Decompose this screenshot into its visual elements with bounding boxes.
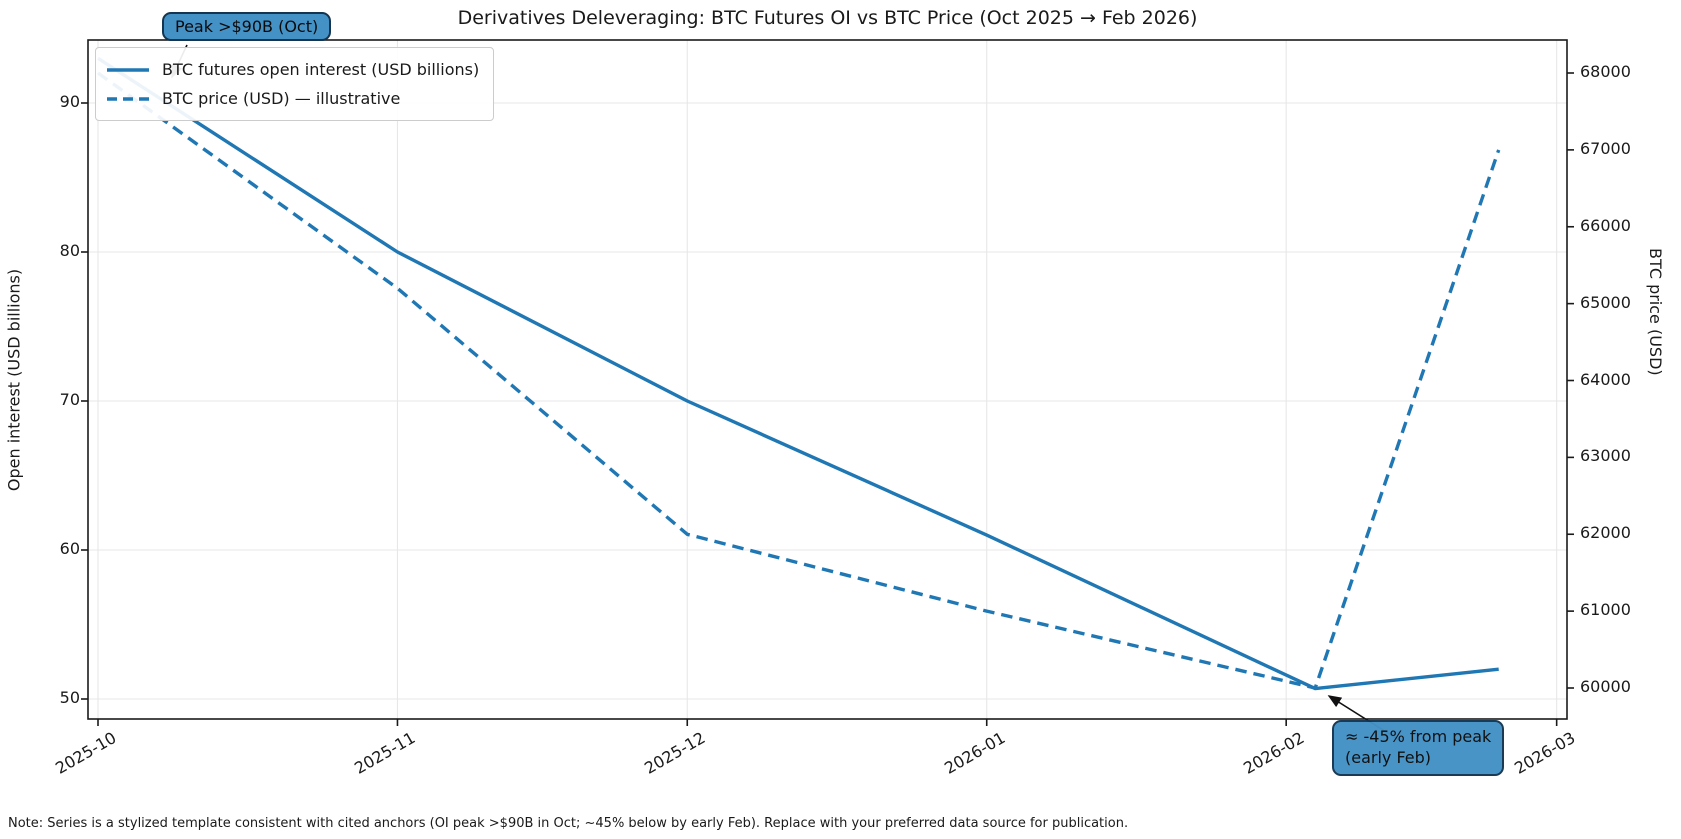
left-tick-label: 70 xyxy=(59,390,80,409)
right-tick-label: 62000 xyxy=(1580,523,1631,543)
right-tick-label: 67000 xyxy=(1580,138,1631,158)
annotation-drop-line1: ≈ -45% from peak xyxy=(1345,727,1492,746)
solid-line-sample-icon xyxy=(107,67,149,72)
left-tick-label: 50 xyxy=(59,688,80,707)
legend-label-oi: BTC futures open interest (USD billions) xyxy=(162,60,480,79)
chart-title: Derivatives Deleveraging: BTC Futures OI… xyxy=(457,7,1198,29)
legend-item-price: BTC price (USD) — illustrative xyxy=(106,84,479,113)
right-tick-label: 60000 xyxy=(1580,677,1631,696)
annotation-peak-text: Peak >$90B (Oct) xyxy=(175,17,319,36)
dashed-line-sample-icon xyxy=(107,96,149,101)
annotation-drop: ≈ -45% from peak (early Feb) xyxy=(1332,720,1505,776)
right-tick-label: 63000 xyxy=(1580,446,1631,466)
left-tick-label: 60 xyxy=(59,539,80,558)
annotation-drop-line2: (early Feb) xyxy=(1345,747,1432,767)
legend-label-price: BTC price (USD) — illustrative xyxy=(162,89,401,108)
right-axis-label: BTC price (USD) xyxy=(1646,248,1665,376)
left-axis-label: Open interest (USD billions) xyxy=(4,268,24,492)
right-tick-label: 65000 xyxy=(1580,292,1631,312)
left-tick-label: 90 xyxy=(59,92,80,111)
footnote: Note: Series is a stylized template cons… xyxy=(8,816,1129,831)
right-tick-label: 61000 xyxy=(1580,600,1631,620)
left-tick-label: 80 xyxy=(59,241,80,260)
right-tick-label: 64000 xyxy=(1580,369,1631,389)
right-tick-label: 68000 xyxy=(1580,62,1631,81)
right-tick-label: 66000 xyxy=(1580,215,1631,235)
annotation-peak: Peak >$90B (Oct) xyxy=(162,12,332,41)
legend: BTC futures open interest (USD billions)… xyxy=(95,47,495,121)
legend-item-oi: BTC futures open interest (USD billions) xyxy=(106,55,479,84)
